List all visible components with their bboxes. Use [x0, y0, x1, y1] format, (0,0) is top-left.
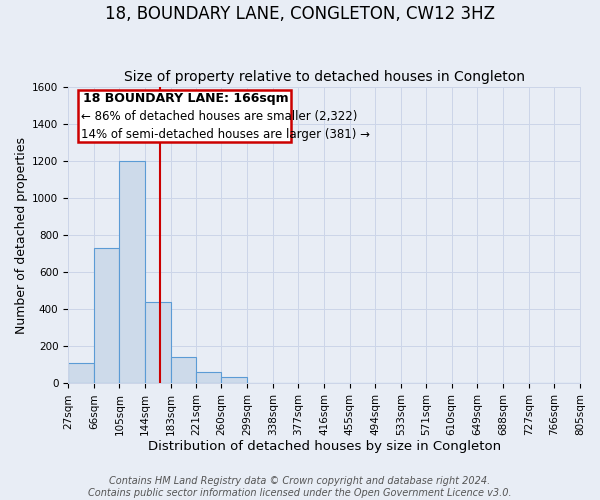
Bar: [119, 161, 145, 384]
Text: ← 86% of detached houses are smaller (2,322): ← 86% of detached houses are smaller (2,…: [81, 110, 358, 123]
X-axis label: Distribution of detached houses by size in Congleton: Distribution of detached houses by size …: [148, 440, 500, 452]
Bar: [221, 377, 247, 384]
Bar: [94, 248, 119, 384]
Text: Contains HM Land Registry data © Crown copyright and database right 2024.
Contai: Contains HM Land Registry data © Crown c…: [88, 476, 512, 498]
Bar: [196, 372, 221, 384]
Bar: [171, 356, 196, 384]
Text: 18 BOUNDARY LANE: 166sqm: 18 BOUNDARY LANE: 166sqm: [83, 92, 289, 106]
FancyBboxPatch shape: [79, 90, 291, 142]
Text: 18, BOUNDARY LANE, CONGLETON, CW12 3HZ: 18, BOUNDARY LANE, CONGLETON, CW12 3HZ: [105, 5, 495, 23]
Title: Size of property relative to detached houses in Congleton: Size of property relative to detached ho…: [124, 70, 524, 85]
Bar: [68, 363, 94, 384]
Y-axis label: Number of detached properties: Number of detached properties: [15, 137, 28, 334]
Bar: [145, 302, 171, 384]
Text: 14% of semi-detached houses are larger (381) →: 14% of semi-detached houses are larger (…: [81, 128, 370, 141]
